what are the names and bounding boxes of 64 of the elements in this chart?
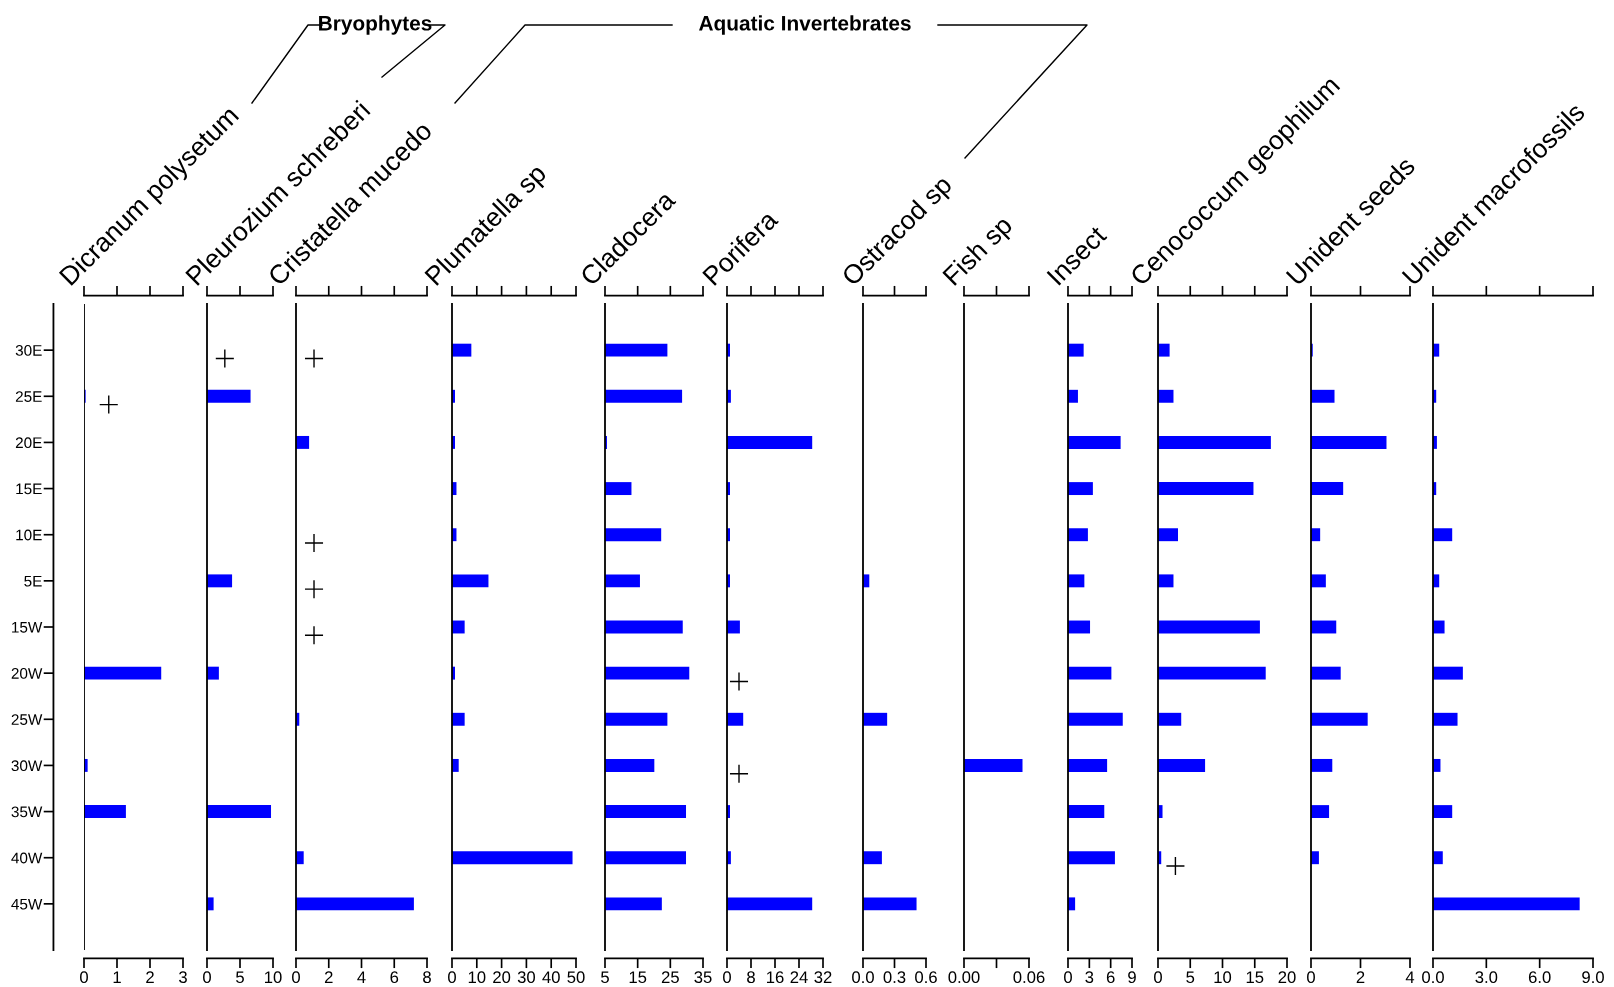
y-tick-label: 15W	[12, 622, 43, 633]
x-tick-label: 10	[1214, 971, 1232, 984]
y-tick-label: 20W	[11, 668, 43, 679]
x-tick-label: 0	[723, 971, 731, 984]
y-tick-label: 45W	[11, 898, 43, 910]
x-tick-label: 0	[292, 971, 300, 984]
x-tick-label: 8	[747, 971, 755, 984]
x-tick-label: 6	[390, 971, 399, 984]
x-tick-label: 0	[203, 971, 211, 984]
x-tick-label: 9.0	[1582, 971, 1604, 984]
x-tick-label: 4	[357, 971, 366, 983]
x-tick-label: 6.0	[1528, 971, 1551, 984]
x-tick-label: 32	[814, 971, 832, 984]
y-tick-label: 25E	[15, 391, 42, 402]
x-tick-label: 20	[1278, 971, 1296, 984]
y-tick-label: 15E	[16, 483, 42, 495]
x-tick-label: 0.0	[1422, 971, 1444, 984]
x-tick-label: 5	[236, 971, 244, 984]
x-tick-label: 0.0	[852, 971, 874, 984]
x-tick-label: 15	[1246, 971, 1264, 984]
x-tick-label: 3	[1085, 971, 1094, 984]
y-tick-label: 10E	[16, 529, 42, 541]
x-tick-label: 4	[1405, 971, 1415, 983]
x-tick-label: 10	[468, 971, 486, 984]
x-tick-label: 0	[1307, 971, 1315, 984]
x-tick-label: 6	[1106, 971, 1115, 984]
y-tick-label: 25W	[11, 714, 43, 725]
x-tick-label: 16	[767, 971, 784, 984]
y-tick-label: 30W	[11, 760, 43, 772]
x-tick-label: 0	[448, 971, 456, 984]
x-tick-label: 35	[694, 971, 712, 984]
x-tick-label: 8	[423, 971, 431, 984]
x-tick-label: 30	[517, 971, 536, 984]
x-tick-label: 1	[113, 971, 121, 983]
x-tick-label: 0	[1154, 971, 1162, 984]
x-tick-label: 0	[80, 971, 88, 984]
x-tick-label: 0.06	[1013, 971, 1045, 984]
x-tick-label: 50	[567, 971, 585, 984]
x-tick-label: 0	[1064, 971, 1072, 984]
x-tick-label: 2	[1356, 971, 1365, 983]
y-tick-label: 30E	[15, 345, 42, 356]
text: Aquatic Invertebrates	[699, 15, 911, 35]
y-tick-label: 5E	[24, 575, 42, 587]
y-tick-label: 20E	[15, 437, 42, 449]
chart-title: Fish sp	[941, 214, 1017, 290]
x-tick-label: 40	[542, 971, 560, 984]
x-tick-label: 0.00	[948, 971, 980, 984]
x-tick-label: 5	[1186, 971, 1195, 984]
x-tick-label: 0.6	[915, 971, 937, 984]
x-tick-label: 2	[324, 971, 333, 983]
x-tick-label: 10	[265, 971, 282, 984]
x-tick-label: 15	[629, 971, 647, 984]
x-tick-label: 0.3	[883, 971, 906, 984]
y-tick-label: 40W	[11, 852, 43, 864]
x-tick-label: 3.0	[1475, 971, 1498, 984]
y-tick-label: 35W	[11, 806, 43, 818]
x-tick-label: 20	[493, 971, 511, 984]
x-tick-label: 2	[146, 971, 154, 983]
x-tick-label: 9	[1128, 971, 1136, 984]
x-tick-label: 25	[661, 971, 679, 984]
x-tick-label: 24	[790, 971, 808, 983]
text: Bryophytes	[319, 15, 432, 35]
x-tick-label: 3	[179, 971, 187, 984]
x-tick-label: 5	[601, 971, 609, 984]
